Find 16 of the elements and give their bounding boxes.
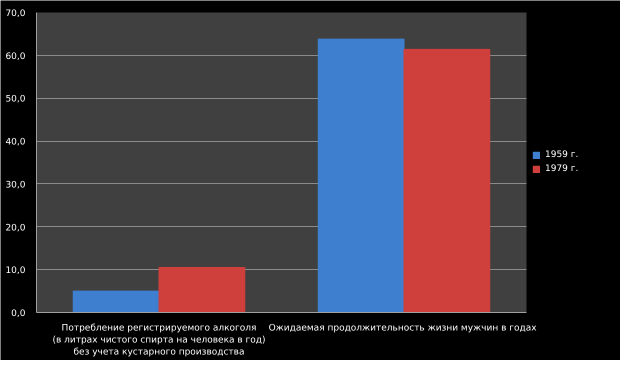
y-tick-label: 50,0 — [5, 94, 26, 105]
x-tick-label: Потребление регистрируемого алкоголя (в литрах чистого спирта на человека в год) без учета кустарного производства — [52, 324, 266, 358]
bar — [318, 38, 404, 312]
bar — [404, 48, 490, 312]
y-tick-label: 10,0 — [5, 266, 26, 276]
y-tick-label: 0,0 — [11, 309, 26, 319]
y-tick-label: 60,0 — [5, 52, 26, 62]
bar — [72, 290, 160, 312]
x-tick-label: Ожидаемая продолжительность жизни мужчин в годах — [268, 324, 538, 334]
y-tick-label: 30,0 — [5, 180, 26, 190]
legend-label: 1979 г. — [545, 164, 578, 174]
legend-label: 1959 г. — [545, 150, 578, 160]
y-tick-label: 40,0 — [5, 138, 26, 148]
y-tick-label: 20,0 — [5, 223, 26, 234]
y-tick-label: 70,0 — [5, 9, 26, 19]
bar — [158, 267, 246, 312]
